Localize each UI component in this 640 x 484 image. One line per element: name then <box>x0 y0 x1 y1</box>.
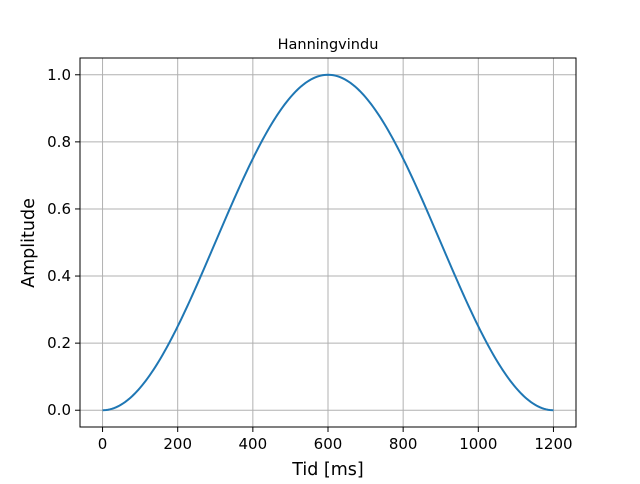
y-tick-label: 1.0 <box>47 66 71 84</box>
chart-title: Hanningvindu <box>278 37 379 53</box>
x-tick-label: 200 <box>163 435 192 453</box>
y-tick-label: 0.4 <box>47 267 71 285</box>
x-axis-label: Tid [ms] <box>291 460 364 480</box>
y-tick-label: 0.6 <box>47 200 71 218</box>
x-tick-label: 400 <box>239 435 268 453</box>
y-tick-label: 0.2 <box>47 334 71 352</box>
plot-area <box>102 73 554 412</box>
series-line <box>102 73 554 412</box>
x-tick-label: 1200 <box>534 435 572 453</box>
y-tick-label: 0.0 <box>47 401 71 419</box>
y-tick-label: 0.8 <box>47 133 71 151</box>
x-tick-label: 0 <box>98 435 108 453</box>
grid <box>80 58 576 427</box>
y-axis-label: Amplitude <box>19 198 39 288</box>
x-tick-label: 800 <box>389 435 418 453</box>
x-tick-label: 600 <box>314 435 343 453</box>
ticks: 0 200 400 600 800 1000 1200 0.0 0.2 0.4 0.6 0.8 1.0 <box>47 66 572 453</box>
x-tick-label: 1000 <box>459 435 497 453</box>
